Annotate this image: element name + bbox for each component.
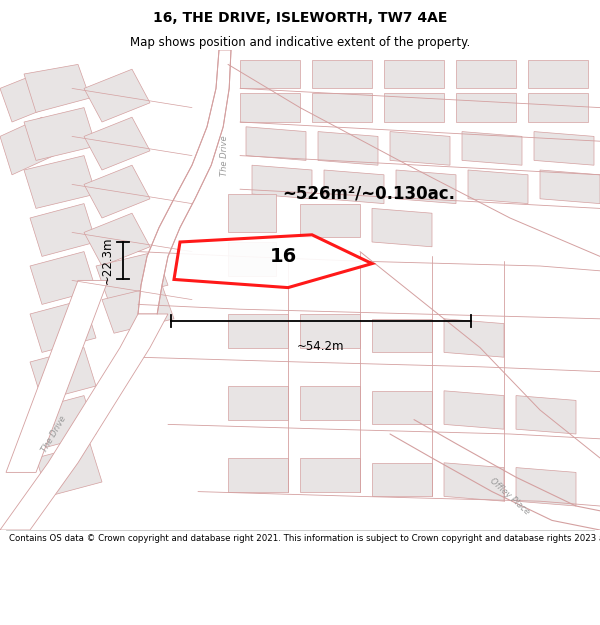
Polygon shape — [30, 252, 96, 304]
Polygon shape — [300, 386, 360, 419]
Polygon shape — [30, 348, 96, 401]
Text: 16, THE DRIVE, ISLEWORTH, TW7 4AE: 16, THE DRIVE, ISLEWORTH, TW7 4AE — [153, 11, 447, 25]
Polygon shape — [30, 204, 96, 256]
Polygon shape — [174, 235, 372, 288]
Polygon shape — [516, 468, 576, 506]
Polygon shape — [228, 458, 288, 492]
Text: ~22.3m: ~22.3m — [101, 237, 114, 284]
Polygon shape — [240, 93, 300, 122]
Polygon shape — [84, 118, 150, 170]
Polygon shape — [528, 59, 588, 88]
Polygon shape — [540, 170, 600, 204]
Polygon shape — [228, 194, 276, 232]
Polygon shape — [384, 59, 444, 88]
Polygon shape — [390, 132, 450, 165]
Polygon shape — [84, 213, 150, 266]
Text: The Drive: The Drive — [220, 135, 229, 176]
Polygon shape — [24, 107, 96, 161]
Polygon shape — [228, 314, 288, 348]
Polygon shape — [102, 285, 174, 333]
Polygon shape — [456, 59, 516, 88]
Polygon shape — [96, 252, 168, 299]
Polygon shape — [240, 59, 300, 88]
Text: ~54.2m: ~54.2m — [297, 341, 345, 353]
Polygon shape — [138, 50, 231, 314]
Polygon shape — [456, 93, 516, 122]
Polygon shape — [468, 170, 528, 204]
Polygon shape — [0, 314, 168, 530]
Polygon shape — [444, 462, 504, 501]
Text: ~526m²/~0.130ac.: ~526m²/~0.130ac. — [282, 185, 455, 203]
Polygon shape — [534, 132, 594, 165]
Polygon shape — [300, 204, 360, 238]
Polygon shape — [396, 170, 456, 204]
Polygon shape — [0, 118, 54, 175]
Polygon shape — [462, 132, 522, 165]
Polygon shape — [384, 93, 444, 122]
Polygon shape — [372, 208, 432, 247]
Polygon shape — [300, 458, 360, 492]
Polygon shape — [24, 156, 96, 208]
Polygon shape — [372, 391, 432, 424]
Polygon shape — [30, 299, 96, 352]
Text: 16: 16 — [269, 248, 297, 266]
Polygon shape — [30, 396, 96, 448]
Polygon shape — [372, 462, 432, 496]
Polygon shape — [312, 59, 372, 88]
Polygon shape — [324, 170, 384, 204]
Polygon shape — [516, 396, 576, 434]
Polygon shape — [312, 93, 372, 122]
Polygon shape — [36, 444, 102, 496]
Polygon shape — [300, 314, 360, 348]
Polygon shape — [318, 132, 378, 165]
Polygon shape — [252, 165, 312, 199]
Polygon shape — [24, 64, 90, 112]
Polygon shape — [444, 319, 504, 357]
Polygon shape — [528, 93, 588, 122]
Text: Map shows position and indicative extent of the property.: Map shows position and indicative extent… — [130, 36, 470, 49]
Polygon shape — [228, 242, 276, 276]
Polygon shape — [444, 391, 504, 429]
Polygon shape — [0, 74, 48, 122]
Polygon shape — [228, 386, 288, 419]
Polygon shape — [6, 281, 108, 472]
Text: Offley Place: Offley Place — [488, 476, 532, 516]
Polygon shape — [246, 127, 306, 161]
Text: Contains OS data © Crown copyright and database right 2021. This information is : Contains OS data © Crown copyright and d… — [9, 534, 600, 542]
Polygon shape — [84, 69, 150, 122]
Polygon shape — [372, 319, 432, 352]
Text: The Drive: The Drive — [40, 414, 68, 454]
Polygon shape — [84, 165, 150, 218]
